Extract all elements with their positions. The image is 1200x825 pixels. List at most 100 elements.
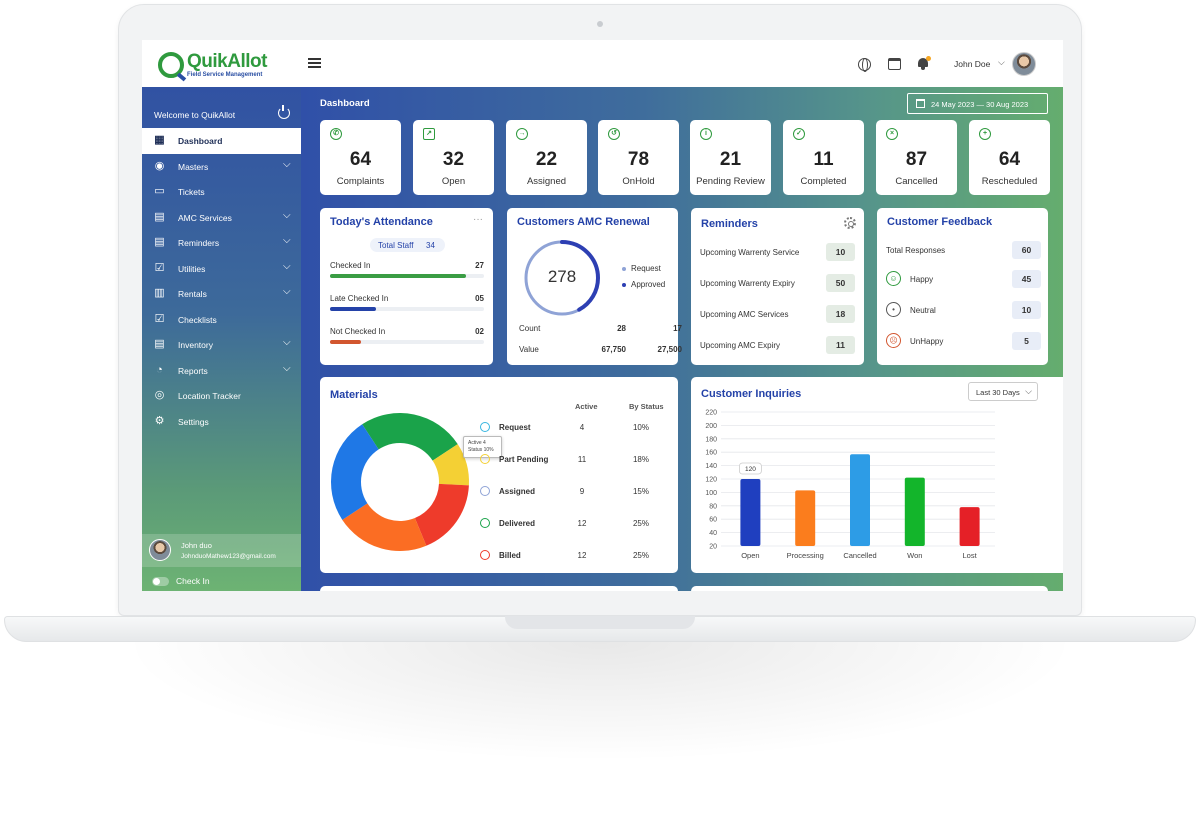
sidebar-nav: ▦ Dashboard ◉ Masters ⌵ ▭ Tickets ▤ AMC Services… — [142, 128, 301, 434]
sidebar-item-reminders[interactable]: ▤ Reminders ⌵ — [142, 230, 301, 256]
amc-approved-value: 17 — [673, 324, 682, 333]
user-name[interactable]: John Doe — [954, 59, 991, 69]
clock-plus-icon: + — [979, 128, 991, 140]
donut-slice-3[interactable] — [342, 503, 427, 551]
stat-card-rescheduled[interactable]: +64 Rescheduled — [969, 120, 1050, 195]
bell-icon[interactable] — [917, 56, 931, 70]
main-content: Dashboard 24 May 2023 — 30 Aug 2023 ✆ 64 C… — [301, 87, 1063, 591]
chevron-down-icon[interactable]: ⌵ — [283, 260, 291, 272]
sidebar-item-checklists[interactable]: ☑ Checklists — [142, 307, 301, 333]
bar-cancelled[interactable] — [850, 454, 870, 546]
feedback-count: 5 — [1012, 332, 1041, 350]
legend-request: Request — [622, 264, 661, 273]
sidebar-item-reports[interactable]: ◔ Reports ⌵ — [142, 358, 301, 384]
sidebar-item-label: Inventory — [178, 340, 213, 350]
material-row-billed: Billed 12 25% — [480, 550, 660, 562]
donut-slice-1[interactable] — [432, 444, 469, 486]
stat-label: Complaints — [336, 176, 385, 187]
y-tick-label: 140 — [705, 463, 717, 470]
date-range-text: 24 May 2023 — 30 Aug 2023 — [931, 100, 1029, 109]
globe-icon[interactable] — [858, 58, 871, 72]
period-dropdown[interactable]: Last 30 Days ⌵ — [968, 382, 1038, 401]
chevron-down-icon[interactable]: ⌵ — [998, 57, 1005, 67]
power-icon[interactable] — [278, 105, 290, 119]
brand-logo[interactable]: QuikAllot Field Service Management — [158, 52, 267, 78]
sidebar-item-label: Checklists — [178, 314, 217, 325]
reminder-count: 50 — [826, 274, 855, 292]
page-title: Dashboard — [320, 98, 370, 109]
gear-icon[interactable] — [844, 217, 856, 229]
bar-open[interactable] — [740, 479, 761, 546]
check-in-toggle[interactable] — [152, 577, 169, 586]
bar-tooltip — [739, 462, 762, 475]
attendance-card: Today's Attendance ··· Total Staff 34 Ch… — [320, 208, 493, 365]
reminder-label: Upcoming AMC Expiry — [700, 341, 781, 350]
date-range-picker[interactable]: 24 May 2023 — 30 Aug 2023 — [907, 93, 1048, 114]
sidebar-item-amc-services[interactable]: ▤ AMC Services ⌵ — [142, 205, 301, 231]
attendance-row: Not Checked In 02 — [330, 327, 484, 349]
chevron-down-icon[interactable]: ⌵ — [283, 286, 291, 297]
bar-won[interactable] — [904, 477, 925, 546]
chevron-down-icon[interactable]: ⌵ — [283, 209, 291, 221]
pie-icon: ◔ — [156, 363, 163, 376]
sidebar-item-location-tracker[interactable]: ◎ Location Tracker — [142, 383, 301, 409]
stat-card-cancelled[interactable]: × 87 Cancelled — [876, 120, 957, 195]
y-tick-label: 20 — [709, 544, 717, 551]
inquiries-title: Customer Inquiries — [701, 388, 802, 400]
donut-slice-2[interactable] — [414, 483, 469, 546]
sidebar-item-label: Location Tracker — [178, 391, 241, 401]
sidebar-item-masters[interactable]: ◉ Masters ⌵ — [142, 154, 301, 180]
chevron-down-icon[interactable]: ⌵ — [283, 337, 291, 348]
amc-approved-value: 27,500 — [657, 345, 682, 354]
attendance-progress-fill — [330, 340, 361, 344]
sidebar-item-tickets[interactable]: ▭ Tickets — [142, 179, 301, 205]
sidebar-item-inventory[interactable]: ▤ Inventory ⌵ — [142, 332, 301, 358]
inventory-icon: ▤ — [154, 338, 165, 350]
lower-card-left — [320, 586, 678, 591]
sidebar-item-rentals[interactable]: ▥ Rentals ⌵ — [142, 281, 301, 307]
x-tick-label: Won — [907, 551, 922, 560]
sidebar-item-dashboard[interactable]: ▦ Dashboard — [142, 128, 301, 154]
sidebar-item-label: Tickets — [178, 187, 205, 197]
x-tick-label: Processing — [787, 551, 824, 560]
material-active: 12 — [577, 551, 587, 560]
material-row-assigned: Assigned 9 15% — [480, 486, 660, 498]
sidebar-item-settings[interactable]: ⚙ Settings — [142, 409, 301, 435]
chevron-down-icon[interactable]: ⌵ — [283, 362, 291, 374]
calendar-icon[interactable] — [888, 58, 901, 70]
stat-card-open[interactable]: ↗ 32 Open — [413, 120, 494, 195]
stat-card-assigned[interactable]: → 22 Assigned — [506, 120, 587, 195]
bulb-icon: ◉ — [154, 159, 165, 172]
neutral-face-icon: • — [886, 302, 901, 317]
donut-slice-4[interactable] — [331, 424, 379, 520]
stat-card-completed[interactable]: ✓ 11 Completed — [783, 120, 864, 195]
attendance-title: Today's Attendance — [330, 216, 433, 228]
hamburger-menu-icon[interactable] — [308, 58, 321, 68]
reminder-row[interactable]: Upcoming Warrenty Expiry 50 — [700, 274, 855, 292]
period-value: Last 30 Days — [976, 388, 1020, 397]
attendance-row: Late Checked In 05 — [330, 294, 484, 316]
laptop-notch — [505, 616, 695, 629]
bar-lost[interactable] — [959, 507, 980, 546]
feedback-count: 45 — [1012, 270, 1041, 288]
chevron-down-icon[interactable]: ⌵ — [283, 235, 291, 246]
sidebar-profile[interactable]: John duo JohnduoMathew123@gmail.com — [142, 534, 301, 567]
reminder-row[interactable]: Upcoming AMC Services 18 — [700, 305, 855, 323]
bar-processing[interactable] — [795, 490, 816, 546]
stat-card-onhold[interactable]: ↺ 78 OnHold — [598, 120, 679, 195]
stat-card-complaints[interactable]: ✆ 64 Complaints — [320, 120, 401, 195]
reminder-row[interactable]: Upcoming Warrenty Service 10 — [700, 243, 855, 261]
y-tick-label: 220 — [705, 410, 717, 417]
legend-label: Approved — [631, 280, 666, 289]
material-status: 18% — [632, 455, 649, 464]
chevron-down-icon[interactable]: ⌵ — [283, 158, 291, 170]
sidebar-item-utilities[interactable]: ☑ Utilities ⌵ — [142, 256, 301, 282]
stat-card-pending-review[interactable]: i 21 Pending Review — [690, 120, 771, 195]
gear-icon: ⚙ — [154, 414, 165, 427]
attendance-label: Late Checked In — [330, 294, 389, 303]
more-options-icon[interactable]: ··· — [473, 214, 483, 225]
avatar[interactable] — [1012, 52, 1036, 76]
legend-dot — [622, 282, 626, 287]
donut-slice-0[interactable] — [362, 413, 458, 461]
reminder-row[interactable]: Upcoming AMC Expiry 11 — [700, 336, 855, 354]
